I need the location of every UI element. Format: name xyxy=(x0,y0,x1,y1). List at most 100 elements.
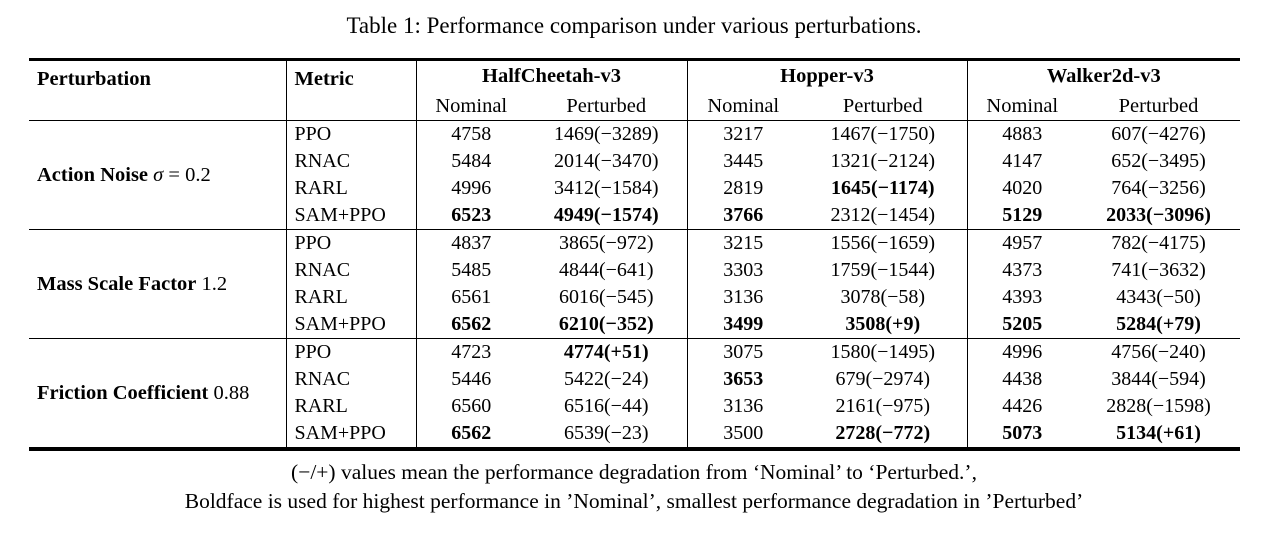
value-cell: 3136 xyxy=(723,395,764,417)
value-cell: 782(−4175) xyxy=(1111,232,1206,254)
metric-cell: PPO xyxy=(286,338,417,366)
metric-cell: RARL xyxy=(286,175,417,202)
subheader-walker2d-perturbed: Perturbed xyxy=(1118,95,1199,117)
value-cell: 5205 xyxy=(1002,313,1043,335)
header-row-subcolumns: Nominal Perturbed Nominal Perturbed Nomi… xyxy=(29,92,1240,121)
perturbation-label-value: 0.88 xyxy=(213,381,250,404)
value-cell: 6016(−545) xyxy=(526,284,688,311)
value-cell: 3508(+9) xyxy=(799,311,968,339)
value-cell: 1645(−1174) xyxy=(799,175,968,202)
subheader-walker2d-nominal: Nominal xyxy=(986,95,1059,117)
value-cell: 652(−3495) xyxy=(1111,150,1206,172)
value-cell: 5446 xyxy=(451,368,492,390)
value-cell: 2728(−772) xyxy=(799,420,968,449)
value-cell: 3499 xyxy=(723,313,764,335)
value-cell: 1556(−1659) xyxy=(799,229,968,257)
value-cell: 6562 xyxy=(451,313,492,335)
value-cell: 1321(−2124) xyxy=(799,148,968,175)
table-row: RARL 6560 6516(−44) 3136 2161(−975) 4426… xyxy=(29,393,1240,420)
value-cell: 4883 xyxy=(1002,123,1043,145)
value-cell: 4393 xyxy=(1002,286,1043,308)
footnote-line-2: Boldface is used for highest performance… xyxy=(184,488,1084,513)
block-friction: Friction Coefficient 0.88 PPO 4723 4774(… xyxy=(29,338,1240,449)
value-cell: 5484 xyxy=(451,150,492,172)
value-cell: 3215 xyxy=(723,232,764,254)
perturbation-label-bold: Mass Scale Factor xyxy=(37,272,197,295)
value-cell: 6562 xyxy=(451,422,492,444)
perturbation-label-action-noise: Action Noise σ = 0.2 xyxy=(29,120,287,230)
value-cell: 3445 xyxy=(723,150,764,172)
value-cell: 3865(−972) xyxy=(526,229,688,257)
subheader-hopper-perturbed: Perturbed xyxy=(799,92,968,121)
table-row: RNAC 5485 4844(−641) 3303 1759(−1544) 43… xyxy=(29,257,1240,284)
table-row: RARL 6561 6016(−545) 3136 3078(−58) 4393… xyxy=(29,284,1240,311)
value-cell: 3217 xyxy=(723,123,764,145)
perturbation-label-mass-scale: Mass Scale Factor 1.2 xyxy=(29,229,287,339)
perturbation-label-bold: Friction Coefficient xyxy=(37,381,209,404)
column-header-walker2d: Walker2d-v3 xyxy=(1046,65,1161,87)
column-header-halfcheetah: HalfCheetah-v3 xyxy=(416,59,688,92)
value-cell: 6539(−23) xyxy=(526,420,688,449)
value-cell: 3500 xyxy=(723,422,764,444)
column-header-perturbation: Perturbation xyxy=(29,59,287,121)
value-cell: 3844(−594) xyxy=(1111,368,1206,390)
value-cell: 5284(+79) xyxy=(1116,313,1201,335)
metric-cell: RNAC xyxy=(286,366,417,393)
value-cell: 1467(−1750) xyxy=(799,120,968,148)
value-cell: 5422(−24) xyxy=(526,366,688,393)
value-cell: 4837 xyxy=(451,232,492,254)
subheader-hopper-nominal: Nominal xyxy=(707,95,780,117)
table-row: Friction Coefficient 0.88 PPO 4723 4774(… xyxy=(29,338,1240,449)
value-cell: 2161(−975) xyxy=(799,393,968,420)
metric-cell: SAM+PPO xyxy=(286,202,417,230)
table-row: SAM+PPO 6523 4949(−1574) 3766 2312(−1454… xyxy=(29,202,1240,230)
value-cell: 6516(−44) xyxy=(526,393,688,420)
value-cell: 1759(−1544) xyxy=(799,257,968,284)
perturbation-label-value: = 0.2 xyxy=(168,163,211,186)
value-cell: 3653 xyxy=(723,368,764,390)
table-footnote: (−/+) values mean the performance degrad… xyxy=(0,458,1268,515)
table-row: RARL 4996 3412(−1584) 2819 1645(−1174) 4… xyxy=(29,175,1240,202)
value-cell: 4020 xyxy=(1002,177,1043,199)
column-header-hopper: Hopper-v3 xyxy=(687,59,968,92)
block-action-noise: Action Noise σ = 0.2 PPO 4758 1469(−3289… xyxy=(29,120,1241,230)
header-row-envs: Perturbation Metric HalfCheetah-v3 Hoppe… xyxy=(29,59,1240,121)
value-cell: 4147 xyxy=(1002,150,1043,172)
metric-cell: RNAC xyxy=(286,148,417,175)
value-cell: 607(−4276) xyxy=(1111,123,1206,145)
value-cell: 764(−3256) xyxy=(1111,177,1206,199)
value-cell: 6523 xyxy=(451,204,492,226)
footnote-line-1: (−/+) values mean the performance degrad… xyxy=(291,460,977,484)
value-cell: 3412(−1584) xyxy=(526,175,688,202)
block-mass-scale: Mass Scale Factor 1.2 PPO 4837 3865(−972… xyxy=(29,229,1241,339)
value-cell: 6210(−352) xyxy=(526,311,688,339)
perturbation-label-bold: Action Noise xyxy=(37,163,149,186)
value-cell: 5129 xyxy=(1002,204,1043,226)
value-cell: 4996 xyxy=(1002,341,1043,363)
value-cell: 2033(−3096) xyxy=(1106,204,1211,226)
metric-cell: SAM+PPO xyxy=(286,311,417,339)
value-cell: 4774(+51) xyxy=(526,338,688,366)
column-header-metric: Metric xyxy=(286,59,417,121)
value-cell: 4723 xyxy=(451,341,492,363)
value-cell: 4343(−50) xyxy=(1116,286,1201,308)
value-cell: 6561 xyxy=(451,286,492,308)
value-cell: 5073 xyxy=(1002,422,1043,444)
table-caption: Table 1: Performance comparison under va… xyxy=(346,13,922,38)
performance-table: Perturbation Metric HalfCheetah-v3 Hoppe… xyxy=(29,58,1241,451)
table-row: SAM+PPO 6562 6539(−23) 3500 2728(−772) 5… xyxy=(29,420,1240,449)
table-row: SAM+PPO 6562 6210(−352) 3499 3508(+9) 52… xyxy=(29,311,1240,339)
value-cell: 741(−3632) xyxy=(1111,259,1206,281)
table-row: Mass Scale Factor 1.2 PPO 4837 3865(−972… xyxy=(29,229,1240,339)
value-cell: 5134(+61) xyxy=(1116,422,1201,444)
table-row: RNAC 5484 2014(−3470) 3445 1321(−2124) 4… xyxy=(29,148,1240,175)
subheader-halfcheetah-nominal: Nominal xyxy=(435,95,508,117)
value-cell: 3136 xyxy=(723,286,764,308)
metric-cell: RARL xyxy=(286,393,417,420)
value-cell: 1469(−3289) xyxy=(526,120,688,148)
value-cell: 4758 xyxy=(451,123,492,145)
value-cell: 5485 xyxy=(451,259,492,281)
perturbation-label-symbol: σ xyxy=(153,163,164,186)
value-cell: 4438 xyxy=(1002,368,1043,390)
value-cell: 4996 xyxy=(451,177,492,199)
